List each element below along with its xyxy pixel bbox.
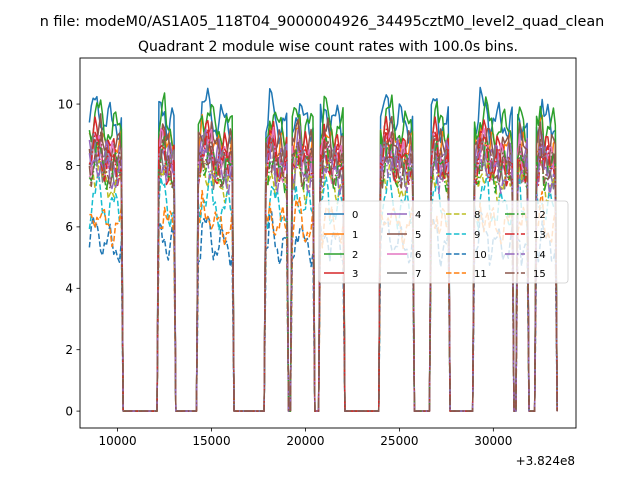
legend-label-14: 14: [533, 250, 546, 261]
series-line-4: [88, 125, 558, 412]
legend-label-9: 9: [474, 230, 480, 241]
y-tick-label: 10: [58, 97, 73, 111]
legend-label-13: 13: [533, 230, 546, 241]
x-offset-text: +3.824e8: [516, 454, 575, 468]
x-tick-label: 25000: [380, 434, 418, 448]
series-line-8: [89, 148, 558, 412]
legend-label-8: 8: [474, 210, 480, 221]
y-tick-label: 8: [65, 159, 73, 173]
legend-label-2: 2: [352, 250, 358, 261]
y-tick-label: 2: [65, 343, 73, 357]
legend-label-10: 10: [474, 250, 487, 261]
y-tick-label: 6: [65, 220, 73, 234]
figure-suptitle: n file: modeM0/AS1A05_118T04_9000004926_…: [40, 14, 605, 30]
legend-label-3: 3: [352, 269, 358, 280]
chart-title: Quadrant 2 module wise count rates with …: [138, 39, 518, 55]
y-tick-label: 4: [65, 282, 73, 296]
plot-frame: [79, 57, 577, 429]
y-tick-label: 0: [65, 404, 73, 418]
legend-label-11: 11: [474, 269, 487, 280]
legend-label-5: 5: [415, 230, 421, 241]
series-line-14: [88, 137, 558, 412]
legend-label-15: 15: [533, 269, 546, 280]
series-line-2: [88, 92, 558, 412]
x-tick-label: 15000: [192, 434, 230, 448]
series-line-15: [88, 131, 558, 412]
legend-label-1: 1: [352, 230, 358, 241]
legend-frame: [318, 200, 569, 284]
legend-label-6: 6: [415, 250, 421, 261]
x-tick-label: 20000: [286, 434, 324, 448]
x-tick-label: 10000: [98, 434, 136, 448]
legend-label-7: 7: [415, 269, 421, 280]
x-tick-label: 30000: [474, 434, 512, 448]
x-axis: 10000 15000 20000 25000 30000: [98, 428, 512, 448]
y-axis: 0 2 4 6 8 10: [58, 97, 80, 418]
legend-label-0: 0: [352, 210, 358, 221]
legend-label-4: 4: [415, 210, 421, 221]
legend-label-12: 12: [533, 210, 546, 221]
